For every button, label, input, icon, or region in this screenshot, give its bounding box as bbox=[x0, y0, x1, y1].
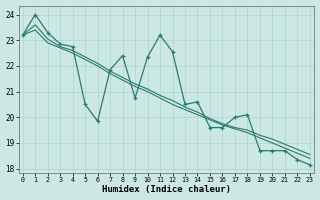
X-axis label: Humidex (Indice chaleur): Humidex (Indice chaleur) bbox=[102, 185, 231, 194]
